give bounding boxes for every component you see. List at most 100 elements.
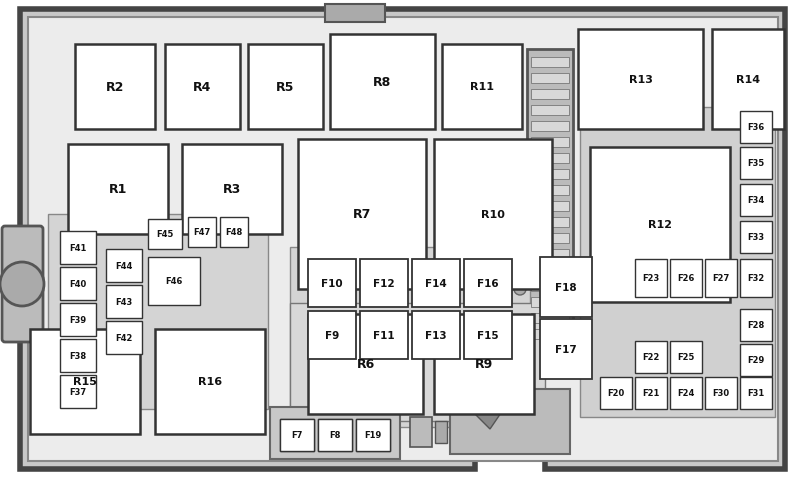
Text: F26: F26 xyxy=(678,274,694,283)
Text: F27: F27 xyxy=(712,274,730,283)
Bar xyxy=(360,259,408,307)
Bar xyxy=(60,375,96,408)
Bar xyxy=(600,377,632,409)
Text: F44: F44 xyxy=(115,261,133,271)
Text: R8: R8 xyxy=(374,76,392,89)
Text: F20: F20 xyxy=(607,389,625,398)
Text: R15: R15 xyxy=(73,377,97,387)
Bar xyxy=(705,259,737,297)
Text: R14: R14 xyxy=(736,75,760,85)
Text: F43: F43 xyxy=(115,297,133,306)
Text: R16: R16 xyxy=(198,377,222,387)
Text: F16: F16 xyxy=(477,278,499,288)
Text: F7: F7 xyxy=(291,431,302,439)
Bar xyxy=(540,319,592,379)
Bar xyxy=(705,377,737,409)
Bar xyxy=(106,249,142,283)
Text: F29: F29 xyxy=(747,356,765,365)
Bar xyxy=(106,321,142,354)
Text: F25: F25 xyxy=(678,353,694,362)
Bar xyxy=(248,45,323,130)
Text: F47: F47 xyxy=(194,228,210,237)
Text: R12: R12 xyxy=(648,220,672,230)
Bar xyxy=(68,145,168,235)
Bar xyxy=(531,249,569,259)
Text: F17: F17 xyxy=(555,344,577,354)
Bar xyxy=(442,45,522,130)
Bar xyxy=(740,259,772,297)
Bar xyxy=(308,259,356,307)
Bar xyxy=(740,309,772,341)
Bar xyxy=(464,259,512,307)
Polygon shape xyxy=(468,407,505,429)
Text: F30: F30 xyxy=(713,389,730,398)
Text: F8: F8 xyxy=(330,431,341,439)
Bar xyxy=(434,140,552,289)
Bar xyxy=(106,286,142,318)
FancyBboxPatch shape xyxy=(2,227,43,342)
Bar xyxy=(182,145,282,235)
Polygon shape xyxy=(20,10,785,469)
Text: F18: F18 xyxy=(555,283,577,292)
Bar xyxy=(531,170,569,180)
Bar xyxy=(450,389,570,454)
Bar xyxy=(635,377,667,409)
Text: F7: F7 xyxy=(291,431,302,439)
Bar xyxy=(531,122,569,132)
Text: F22: F22 xyxy=(642,353,660,362)
Bar xyxy=(165,45,240,130)
Text: R6: R6 xyxy=(356,358,374,371)
Bar xyxy=(318,419,352,451)
Bar xyxy=(298,140,426,289)
Bar xyxy=(48,214,268,409)
Bar xyxy=(155,329,265,434)
Text: F34: F34 xyxy=(747,196,765,205)
Text: F33: F33 xyxy=(747,233,765,242)
Bar xyxy=(148,257,200,305)
Text: R13: R13 xyxy=(629,75,653,85)
Text: F10: F10 xyxy=(321,278,343,288)
Text: F46: F46 xyxy=(166,277,182,286)
Bar xyxy=(740,344,772,376)
Circle shape xyxy=(514,204,526,215)
Bar xyxy=(318,419,352,451)
Text: R1: R1 xyxy=(109,183,127,196)
Text: F15: F15 xyxy=(477,330,499,340)
Text: F36: F36 xyxy=(747,123,765,132)
Text: R9: R9 xyxy=(475,358,493,371)
Bar xyxy=(531,106,569,116)
Text: F39: F39 xyxy=(70,316,86,324)
Bar xyxy=(531,74,569,84)
Circle shape xyxy=(514,243,526,256)
Bar xyxy=(330,35,435,130)
Bar xyxy=(30,329,140,434)
Text: R10: R10 xyxy=(481,210,505,220)
Bar xyxy=(531,313,569,323)
Bar xyxy=(360,311,408,359)
Bar xyxy=(308,314,423,414)
Bar xyxy=(60,268,96,301)
Bar xyxy=(464,311,512,359)
Text: F11: F11 xyxy=(373,330,395,340)
Bar xyxy=(434,314,534,414)
Bar xyxy=(60,339,96,372)
Circle shape xyxy=(0,262,44,306)
Text: F14: F14 xyxy=(425,278,447,288)
Text: F35: F35 xyxy=(747,159,765,168)
Bar xyxy=(531,329,569,339)
Bar xyxy=(531,186,569,196)
Bar xyxy=(75,45,155,130)
Bar xyxy=(412,311,460,359)
Bar xyxy=(531,297,569,307)
Bar xyxy=(280,419,314,451)
Bar xyxy=(410,417,432,447)
Bar xyxy=(740,377,772,409)
Text: F13: F13 xyxy=(425,330,447,340)
Bar xyxy=(325,5,385,23)
Text: F19: F19 xyxy=(364,431,382,439)
Text: R5: R5 xyxy=(276,81,294,94)
Text: F31: F31 xyxy=(747,389,765,398)
Text: F40: F40 xyxy=(70,279,86,288)
Bar xyxy=(590,148,730,302)
Bar xyxy=(670,259,702,297)
